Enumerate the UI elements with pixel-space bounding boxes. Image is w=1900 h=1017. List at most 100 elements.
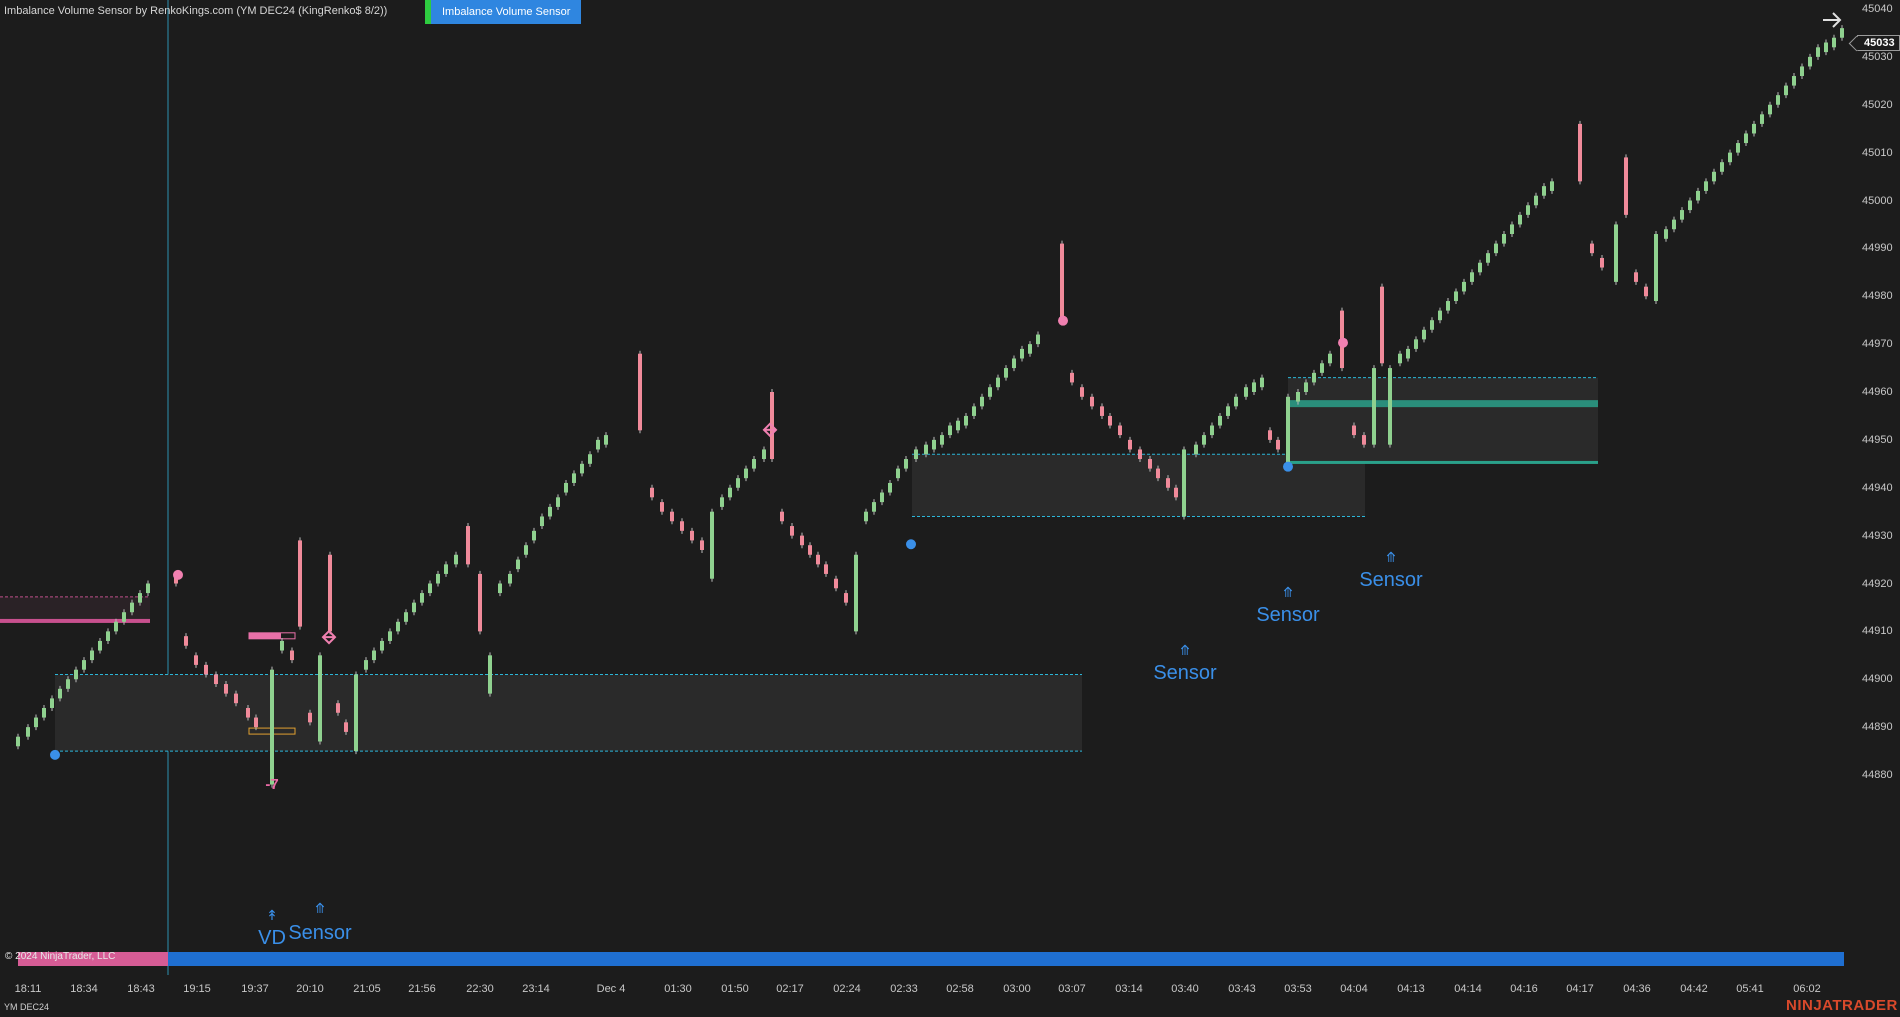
candle-body [854, 554, 858, 632]
candle-body [1398, 353, 1402, 364]
sensor-signal-label: Sensor [1153, 662, 1217, 684]
candle-body [720, 497, 724, 507]
candle-body [948, 425, 952, 436]
time-tick-label: 03:53 [1284, 983, 1312, 995]
vd-signal-label: VD [258, 927, 286, 949]
candle-body [1454, 291, 1458, 302]
candle-body [1372, 368, 1376, 445]
sensor-signal-label: Sensor [1256, 604, 1320, 626]
candle-body [1108, 415, 1112, 426]
price-tick-label: 44940 [1862, 481, 1893, 494]
candle-body [980, 396, 984, 407]
time-tick-label: 04:13 [1397, 983, 1425, 995]
time-tick-label: 02:17 [776, 983, 804, 995]
swing-low-dot [906, 539, 916, 550]
candle-body [1634, 272, 1638, 282]
candle-body [580, 463, 584, 474]
candle-body [1194, 444, 1198, 455]
copyright-text: © 2024 NinjaTrader, LLC [5, 951, 116, 962]
time-tick-label: 03:00 [1003, 983, 1031, 995]
candle-body [1438, 310, 1442, 321]
indicator-tag[interactable]: Imbalance Volume Sensor [425, 0, 582, 24]
candle-body [896, 468, 900, 479]
candle-body [556, 497, 560, 507]
candle-body [834, 578, 838, 589]
price-tick-label: 44950 [1862, 433, 1893, 446]
candle-body [1156, 468, 1160, 479]
candle-body [1286, 396, 1290, 464]
candle-body [800, 535, 804, 546]
candle-body [1070, 372, 1074, 383]
candle-body [1304, 382, 1308, 392]
candle-body [1004, 368, 1008, 378]
imbalance-zone [55, 674, 1082, 752]
candle-body [1542, 186, 1546, 196]
candle-body [1118, 425, 1122, 436]
price-tick-label: 44930 [1862, 529, 1893, 542]
candle-body [466, 526, 470, 565]
candle-body [964, 415, 968, 426]
candle-body [270, 669, 274, 785]
candle-body [508, 573, 512, 584]
price-chart[interactable] [0, 0, 1852, 975]
candle-body [122, 612, 126, 622]
candle-body [114, 621, 118, 632]
swing-low-dot [50, 749, 60, 760]
sensor-signal-label: Sensor [288, 922, 352, 944]
current-price-marker: 45033 [1857, 35, 1900, 51]
price-axis[interactable]: 45040 45030 45020 45010 45000 44990 44980 44970… [1852, 0, 1900, 975]
candle-body [888, 482, 892, 493]
candle-body [816, 554, 820, 565]
candle-body [924, 444, 928, 455]
candle-body [98, 640, 102, 651]
time-tick-label: 18:34 [70, 983, 98, 995]
candle-body [780, 511, 784, 522]
candle-body [184, 636, 188, 646]
candle-body [1644, 286, 1648, 297]
candle-body [1486, 253, 1490, 263]
time-tick-label: 22:30 [466, 983, 494, 995]
candle-body [1462, 281, 1466, 292]
swing-low-dot [1283, 461, 1293, 472]
candle-body [130, 602, 134, 613]
candle-body [82, 660, 86, 670]
price-tick-label: 45030 [1862, 50, 1893, 63]
candle-body [1090, 396, 1094, 407]
candle-body [488, 655, 492, 694]
candle-body [1470, 272, 1474, 282]
chart-title: Imbalance Volume Sensor by RenkoKings.co… [4, 5, 388, 17]
candle-body [318, 655, 322, 742]
time-tick-label: 01:30 [664, 983, 692, 995]
candle-body [1148, 459, 1152, 469]
candle-body [914, 449, 918, 460]
pink-zone [0, 596, 150, 622]
delta-bar-fill [249, 632, 281, 639]
candle-body [604, 435, 608, 445]
candle-body [1784, 85, 1788, 96]
candle-body [412, 602, 416, 613]
candle-body [1218, 415, 1222, 426]
price-tick-label: 44970 [1862, 338, 1893, 351]
price-tick-label: 44960 [1862, 386, 1893, 398]
candle-body [516, 559, 520, 570]
candle-body [1036, 334, 1040, 345]
time-tick-label: 19:15 [183, 983, 211, 995]
session-bar-pink [18, 952, 168, 966]
candle-body [1654, 234, 1658, 302]
candle-body [1526, 205, 1530, 215]
candle-body [1744, 133, 1748, 144]
candle-body [246, 707, 250, 718]
candle-body [1244, 387, 1248, 397]
candle-body [940, 435, 944, 445]
time-tick-label: 02:33 [890, 983, 918, 995]
candle-body [1352, 425, 1356, 436]
sensor-arrow-icon: ⤊ [1385, 549, 1397, 565]
ninjatrader-logo: NINJATRADER [1786, 997, 1898, 1014]
indicator-tag-label: Imbalance Volume Sensor [431, 0, 582, 24]
time-axis[interactable]: 18:11 18:34 18:43 19:15 19:37 20:10 21:05 21:56… [0, 975, 1852, 1017]
candle-body [34, 717, 38, 728]
arrow-right-icon[interactable] [1818, 6, 1846, 34]
candle-body [380, 640, 384, 651]
candle-body [1268, 430, 1272, 440]
candle-body [396, 621, 400, 632]
